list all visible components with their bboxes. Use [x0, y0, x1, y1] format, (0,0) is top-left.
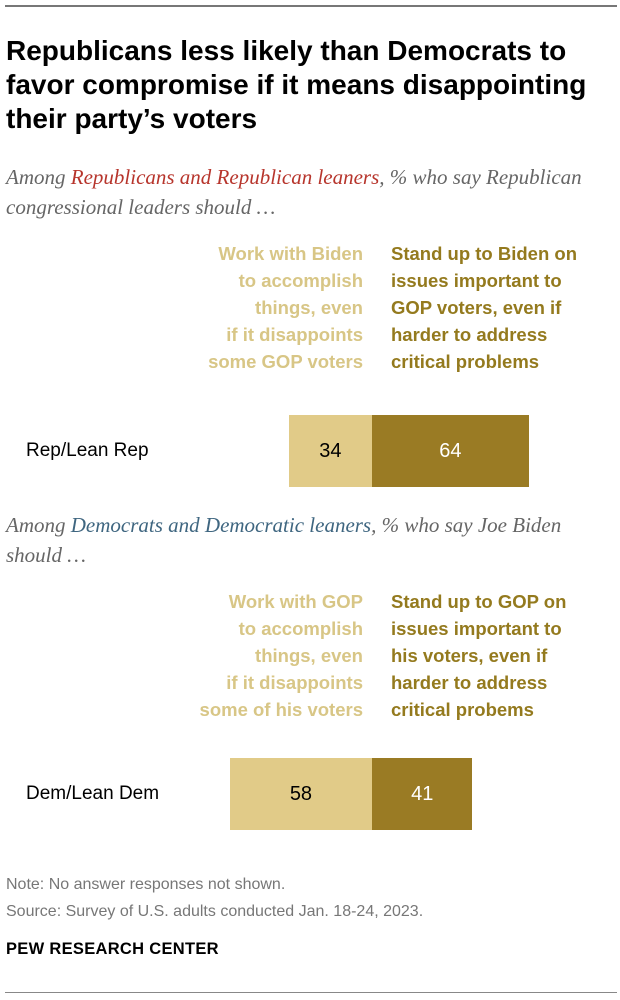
legend-line: critical probems — [391, 699, 534, 720]
source-note: Source: Survey of U.S. adults conducted … — [6, 903, 424, 920]
subtitle-highlight-republicans: Republicans and Republican leaners — [70, 165, 380, 189]
legend-line: to accomplish — [238, 270, 363, 291]
legend-standup-rep: Stand up to Biden on issues important to… — [391, 240, 577, 375]
data-label: 34 — [319, 439, 342, 462]
row-label-dem: Dem/Lean Dem — [26, 783, 160, 804]
chart-title: Republicans less likely than Democrats t… — [6, 35, 587, 134]
legend-compromise-dem: Work with GOP to accomplish things, even… — [200, 588, 363, 723]
legend-line: some of his voters — [199, 699, 363, 720]
legend-line: things, even — [255, 297, 363, 318]
legend-line: Stand up to Biden on — [391, 243, 578, 264]
data-label: 58 — [289, 782, 313, 805]
legend-line: Stand up to GOP on — [391, 591, 567, 612]
legend-line: Work with Biden — [218, 243, 363, 264]
legend-line: harder to address — [391, 324, 548, 345]
subtitle-post: , % who say Republican congressional lea… — [6, 165, 582, 219]
legend-line: some GOP voters — [208, 351, 363, 372]
brand-logo-text: PEW RESEARCH CENTER — [6, 940, 219, 958]
legend-line: GOP voters, even if — [391, 297, 562, 318]
row-label-rep: Rep/Lean Rep — [26, 440, 149, 461]
data-label: 41 — [411, 782, 434, 805]
legend-line: if it disappoints — [226, 672, 363, 693]
legend-standup-dem: Stand up to GOP on issues important to h… — [391, 588, 566, 723]
subtitle-pre: Among — [6, 513, 71, 537]
legend-line: Work with GOP — [228, 591, 363, 612]
legend-compromise-rep: Work with Biden to accomplish things, ev… — [208, 240, 363, 375]
subtitle-post: , % who say Joe Biden should … — [6, 513, 562, 567]
legend-line: his voters, even if — [391, 645, 548, 666]
legend-line: things, even — [255, 645, 363, 666]
bar-rep-standup: 64 — [372, 415, 529, 487]
bar-dem-standup: 41 — [372, 758, 473, 830]
subtitle-highlight-democrats: Democrats and Democratic leaners — [70, 513, 372, 537]
legend-line: critical problems — [391, 351, 540, 372]
bar-dem-compromise: 58 — [229, 758, 372, 830]
bottom-rule — [5, 992, 617, 993]
footnote: Note: No answer responses not shown. — [6, 876, 286, 893]
legend-line: issues important to — [391, 618, 562, 639]
bar-rep-compromise: 34 — [288, 415, 372, 487]
legend-line: if it disappoints — [226, 324, 363, 345]
top-rule — [5, 5, 617, 7]
legend-line: issues important to — [391, 270, 562, 291]
subtitle-pre: Among — [6, 165, 71, 189]
legend-line: harder to address — [391, 672, 548, 693]
legend-line: to accomplish — [238, 618, 363, 639]
data-label: 64 — [439, 439, 462, 462]
subtitle-republicans: Among Republicans and Republican leaners… — [6, 162, 612, 222]
subtitle-democrats: Among Democrats and Democratic leaners, … — [6, 510, 612, 570]
